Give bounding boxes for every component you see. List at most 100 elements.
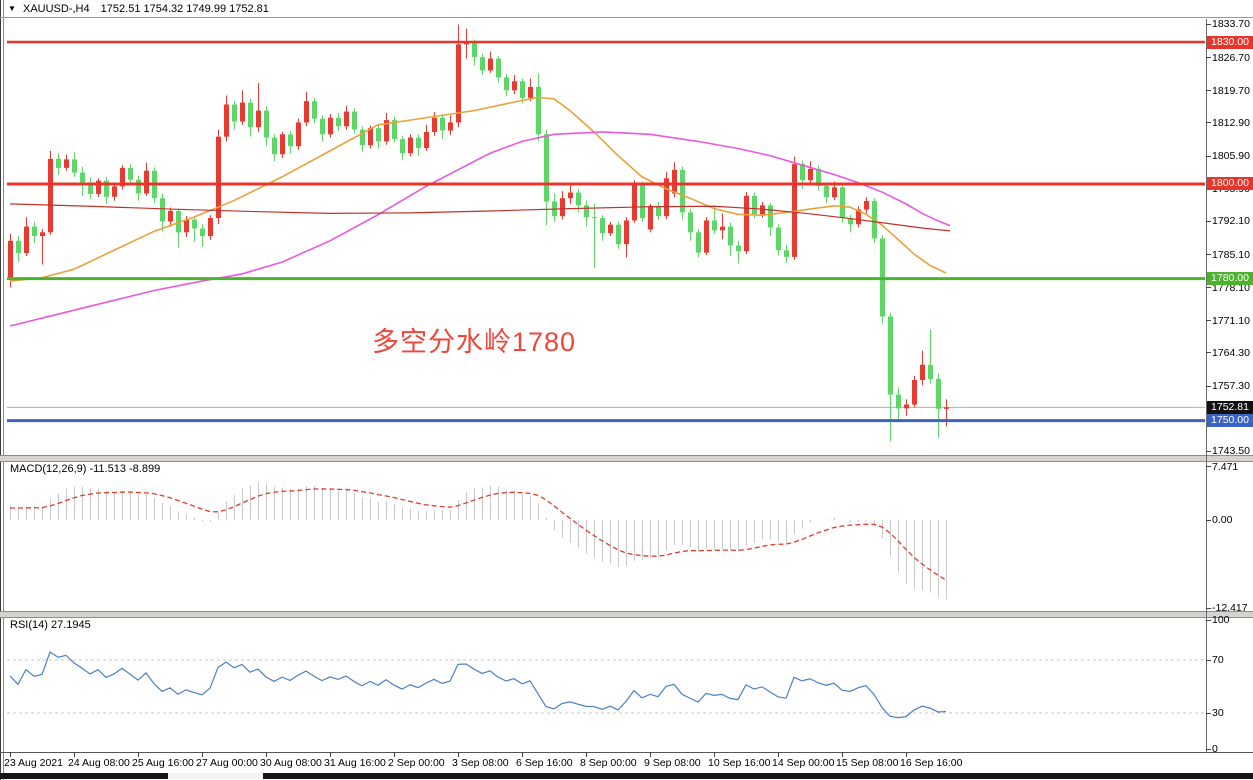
candle — [632, 184, 637, 221]
candle — [88, 182, 93, 194]
candle — [608, 224, 613, 234]
candle — [320, 118, 325, 135]
candle — [248, 102, 253, 128]
date-tick — [458, 752, 459, 757]
candle — [416, 137, 421, 149]
price-tick-label: 1785.10 — [1212, 248, 1250, 261]
date-label: 15 Sep 08:00 — [836, 757, 899, 769]
candle — [720, 226, 725, 231]
candle — [176, 210, 181, 233]
date-label: 10 Sep 16:00 — [708, 757, 771, 769]
candle — [928, 364, 933, 380]
price-tick — [1206, 254, 1211, 256]
rsi-tick-label: 30 — [1212, 707, 1224, 720]
ma-slow-line — [9, 203, 951, 232]
candle — [392, 120, 397, 140]
candle — [368, 128, 373, 146]
candle — [824, 185, 829, 198]
chart-title-bar[interactable]: ▼ XAUUSD-,H4 1752.51 1754.32 1749.99 175… — [8, 1, 269, 17]
candle — [128, 167, 133, 180]
dropdown-arrow-icon[interactable]: ▼ — [8, 4, 16, 13]
macd-tick-label: 0.00 — [1212, 514, 1233, 526]
price-tick — [1206, 23, 1211, 25]
date-tick — [842, 752, 843, 757]
rsi-tick — [1206, 748, 1211, 750]
candle — [160, 198, 165, 222]
candle — [640, 184, 645, 219]
candle — [656, 205, 661, 217]
price-panel-layer — [7, 24, 1205, 442]
candle — [856, 209, 861, 225]
rsi-tick-label: 100 — [1212, 614, 1230, 627]
candle — [200, 228, 205, 237]
candle — [888, 316, 893, 395]
rsi-panel-layer — [7, 651, 1205, 719]
date-tick — [202, 752, 203, 757]
date-label: 23 Aug 2021 — [4, 757, 63, 769]
candle — [40, 232, 45, 237]
date-tick — [394, 752, 395, 757]
price-tick — [1206, 320, 1211, 322]
window-left-border — [0, 0, 1, 780]
price-level-badge: 1780.00 — [1207, 272, 1253, 286]
date-label: 2 Sep 00:00 — [388, 757, 445, 769]
candle — [944, 407, 949, 409]
candle — [816, 168, 821, 186]
candle — [232, 104, 237, 122]
candle — [240, 102, 245, 122]
candle — [544, 134, 549, 202]
candle — [80, 172, 85, 183]
date-label: 16 Sep 16:00 — [900, 757, 963, 769]
candle — [336, 117, 341, 127]
candle — [688, 212, 693, 233]
candle — [424, 131, 429, 149]
date-label: 24 Aug 08:00 — [68, 757, 130, 769]
date-tick — [10, 752, 11, 757]
price-level-badge: 1750.00 — [1207, 414, 1253, 428]
macd-tick-label: -12.417 — [1212, 602, 1248, 615]
rsi-tick — [1206, 659, 1211, 661]
candle — [496, 58, 501, 78]
date-label: 6 Sep 16:00 — [516, 757, 573, 769]
candle — [224, 104, 229, 137]
price-tick-label: 1743.50 — [1212, 445, 1250, 458]
candle — [304, 101, 309, 123]
panel-separator-rsi[interactable] — [0, 611, 1253, 618]
price-tick-label: 1771.10 — [1212, 314, 1250, 327]
candle — [624, 220, 629, 245]
candle — [936, 379, 941, 409]
date-tick — [138, 752, 139, 757]
candle — [312, 101, 317, 119]
candle — [32, 226, 37, 237]
date-label: 14 Sep 00:00 — [772, 757, 835, 769]
horizontal-scrollbar[interactable] — [0, 773, 1253, 779]
candle — [528, 86, 533, 98]
candle — [136, 179, 141, 194]
price-tick-label: 1805.90 — [1212, 150, 1250, 163]
candle — [488, 58, 493, 71]
date-label: 3 Sep 08:00 — [452, 757, 509, 769]
candle — [808, 168, 813, 181]
macd-signal-line — [9, 488, 947, 581]
date-tick — [906, 752, 907, 757]
date-label: 9 Sep 08:00 — [644, 757, 701, 769]
price-tick-label: 1833.70 — [1212, 18, 1250, 31]
price-tick-label: 1792.10 — [1212, 215, 1250, 228]
panel-separator-macd[interactable] — [0, 455, 1253, 462]
title-divider — [0, 17, 1253, 18]
ma-mid-line — [9, 131, 951, 327]
scrollbar-thumb[interactable] — [168, 773, 263, 779]
candle — [744, 195, 749, 252]
price-level-badge: 1800.00 — [1207, 177, 1253, 191]
candle — [56, 158, 61, 168]
candle — [384, 120, 389, 142]
macd-indicator-label: MACD(12,26,9) -11.513 -8.899 — [10, 463, 161, 475]
date-tick — [778, 752, 779, 757]
rsi-indicator-label: RSI(14) 27.1945 — [10, 619, 91, 631]
candle — [272, 137, 277, 155]
candle — [672, 169, 677, 194]
candle — [504, 77, 509, 91]
candle — [920, 364, 925, 380]
ohlc-quote-values: 1752.51 1754.32 1749.99 1752.81 — [100, 3, 269, 15]
